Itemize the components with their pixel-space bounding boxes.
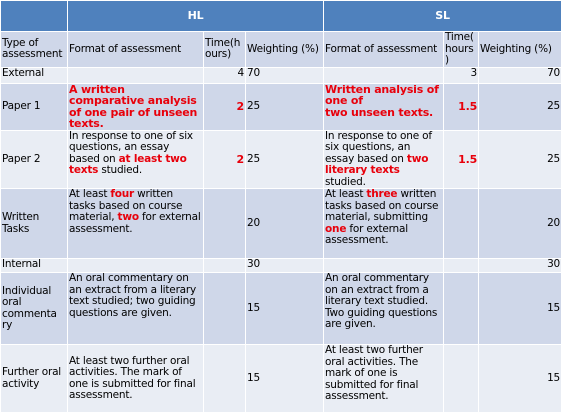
type-cell: Paper 1 (0, 82, 68, 131)
format-emphasis: two (117, 211, 140, 223)
col-format-hl: Format of assessment (67, 31, 204, 68)
table-row-further-oral: Further oral activity At least two furth… (0, 344, 561, 413)
format-text: written tasks based on course material, … (325, 188, 439, 223)
time-hl-cell: 4 (203, 66, 246, 84)
time-hl-cell (203, 258, 246, 273)
format-cell: At least two further oral activities. Th… (67, 344, 204, 413)
format-emphasis: one (325, 222, 347, 235)
format-sl-cell: At least two further oral activities. Th… (323, 344, 445, 413)
table-row-individual-oral: Individual oral commenta ry An oral comm… (0, 272, 561, 345)
time-sl-cell (443, 272, 480, 345)
format-sl-line-b: two unseen texts. (325, 105, 434, 119)
type-cell: Written Tasks (0, 188, 68, 259)
col-format-sl: Format of assessment (323, 31, 445, 68)
weight-hl-cell: 15 (244, 344, 325, 413)
weight-sl-cell: 25 (478, 82, 561, 131)
column-header-row: Type of assessment Format of assessment … (0, 31, 561, 68)
header-blank (0, 0, 68, 32)
weight-sl-cell: 70 (478, 66, 561, 84)
format-sl-cell (323, 66, 445, 84)
weight-sl-cell: 15 (478, 344, 561, 413)
format-text: In response to one of six questions, an … (69, 130, 193, 165)
weight-hl-cell: 70 (244, 66, 325, 84)
type-cell: Internal (0, 258, 68, 273)
weight-sl-cell: 15 (478, 272, 561, 345)
col-time-hl: Time(h ours) (203, 31, 246, 68)
format-sl-cell: At least three written tasks based on co… (323, 188, 445, 259)
table-row-paper2: Paper 2 In response to one of six questi… (0, 129, 561, 189)
format-emphasis: two literary texts (325, 152, 429, 176)
format-cell (67, 258, 204, 273)
weight-hl-cell: 25 (244, 129, 325, 189)
format-sl-cell: Written analysis of one of two unseen tex… (323, 82, 445, 131)
sl-header: SL (323, 0, 561, 32)
col-type: Type of assessment (0, 31, 68, 68)
weight-hl-cell: 25 (244, 82, 325, 131)
format-text-end: for external assessment. (325, 222, 408, 246)
weight-sl-cell: 25 (478, 129, 561, 189)
table-row-external: External 4 70 3 70 (0, 66, 561, 84)
hl-header: HL (66, 0, 325, 32)
weight-sl-cell: 20 (478, 188, 561, 259)
format-emphasis: three (366, 188, 398, 200)
format-text: written tasks based on course material, (69, 188, 183, 223)
time-hl-cell (203, 272, 246, 345)
weight-sl-cell: 30 (478, 258, 561, 273)
table-row-internal: Internal 30 30 (0, 258, 561, 273)
time-hl-cell: 2 (203, 129, 246, 189)
format-cell: An oral commentary on an extract from a … (67, 272, 204, 345)
format-text: At least (69, 188, 111, 200)
format-cell: A written comparative analysis of one pa… (67, 82, 204, 131)
time-hl-cell (203, 188, 246, 259)
time-sl-cell (443, 188, 480, 259)
format-emphasis: at least two texts (69, 152, 187, 176)
col-weight-sl: Weighting (%) (478, 31, 561, 68)
format-sl-cell: In response to one of six questions, an … (323, 129, 445, 189)
time-sl-cell (443, 344, 480, 413)
level-header-row: HL SL (0, 0, 561, 32)
format-sl-cell: An oral commentary on an extract from a … (323, 272, 445, 345)
table-row-written-tasks: Written Tasks At least four written task… (0, 188, 561, 259)
format-text: At least (325, 188, 367, 200)
time-hl-cell: 2 (203, 82, 246, 131)
format-sl-cell (323, 258, 445, 273)
time-sl-cell: 1.5 (443, 129, 480, 189)
weight-hl-cell: 30 (244, 258, 325, 273)
format-cell: In response to one of six questions, an … (67, 129, 204, 189)
time-hl-cell (203, 344, 246, 413)
format-cell: At least four written tasks based on cou… (67, 188, 204, 259)
type-cell: Individual oral commenta ry (0, 272, 68, 345)
type-cell: Further oral activity (0, 344, 68, 413)
format-text: In response to one of six questions, an … (325, 130, 432, 165)
format-text-end: studied. (98, 164, 143, 176)
format-text-end: studied. (325, 175, 366, 188)
time-sl-cell: 3 (443, 66, 480, 84)
type-cell: External (0, 66, 68, 84)
format-cell (67, 66, 204, 84)
format-sl-line-a: Written analysis of one of (325, 83, 439, 107)
format-emphasis: four (110, 188, 135, 200)
weight-hl-cell: 15 (244, 272, 325, 345)
col-time-sl: Time( hours ) (443, 31, 480, 68)
col-weight-hl: Weighting (%) (244, 31, 325, 68)
table-row-paper1: Paper 1 A written comparative analysis o… (0, 82, 561, 131)
weight-hl-cell: 20 (244, 188, 325, 259)
type-cell: Paper 2 (0, 129, 68, 189)
format-text-end: for external assessment. (69, 211, 201, 235)
time-sl-cell: 1.5 (443, 82, 480, 131)
time-sl-cell (443, 258, 480, 273)
